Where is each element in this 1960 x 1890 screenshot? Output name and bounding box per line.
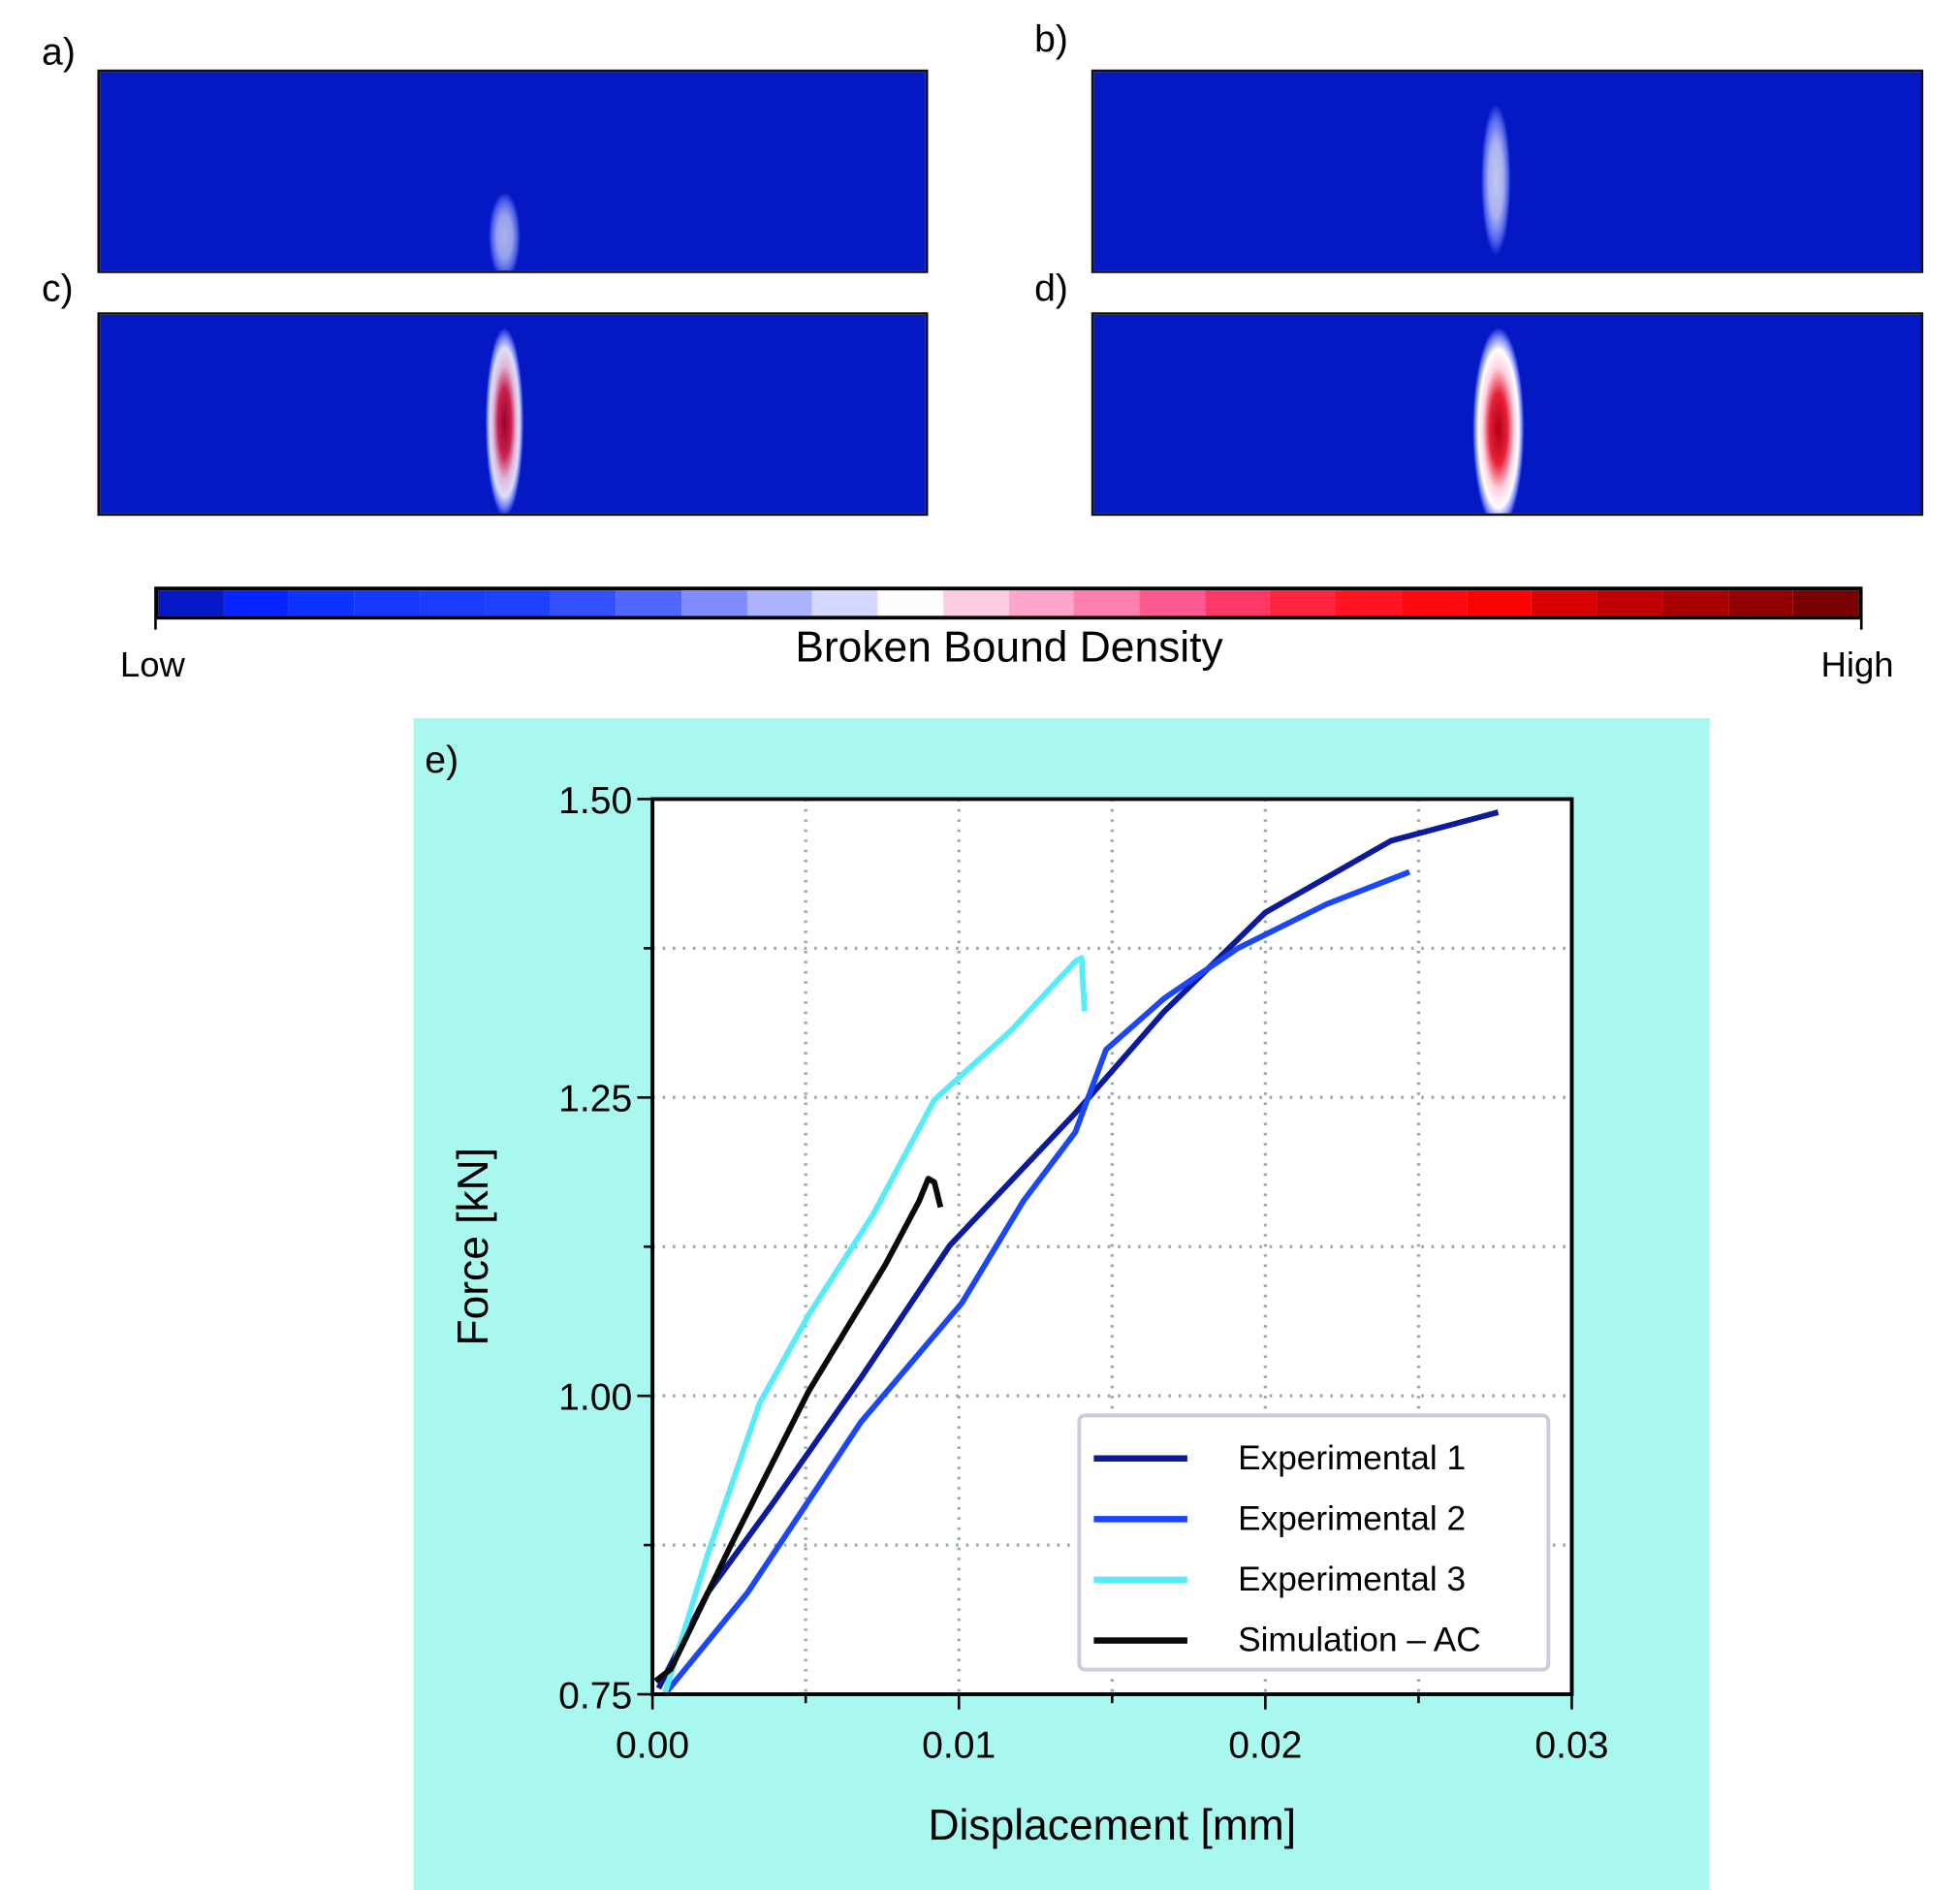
colorbar-swatch — [354, 590, 421, 616]
colorbar-low-label: Low — [119, 645, 185, 684]
x-tick-label: 0.02 — [1228, 1724, 1302, 1766]
y-tick-label: 1.50 — [558, 780, 632, 822]
x-tick-label: 0.01 — [922, 1724, 996, 1766]
panel-a-label: a) — [42, 31, 76, 74]
colorbar-swatch — [223, 590, 290, 616]
legend-item: Experimental 2 — [1081, 1488, 1546, 1549]
colorbar-swatch — [1204, 590, 1271, 616]
series-line-4 — [653, 1176, 944, 1684]
panel-d-label: d) — [1034, 268, 1068, 310]
legend-swatch — [1093, 1636, 1187, 1644]
legend-swatch — [1093, 1515, 1187, 1522]
axes-frame — [650, 797, 1574, 1696]
colorbar-title: Broken Bound Density — [795, 623, 1223, 672]
colorbar-swatch — [1008, 590, 1074, 616]
colorbar-swatch — [811, 590, 878, 616]
damage-blob — [489, 192, 521, 271]
panel-b-label: b) — [1034, 18, 1068, 61]
colorbar-swatch — [1139, 590, 1205, 616]
colorbar-swatch — [1335, 590, 1402, 616]
x-tick-label: 0.00 — [616, 1724, 689, 1766]
colorbar-swatch — [1596, 590, 1663, 616]
colorbar-swatch — [1466, 590, 1533, 616]
legend: Experimental 1 Experimental 2 Experimental… — [1077, 1413, 1551, 1672]
damage-blob — [485, 327, 524, 514]
x-axis-label: Displacement [mm] — [928, 1801, 1297, 1850]
colorbar-swatch — [1727, 590, 1794, 616]
heatmap-panel-d — [1091, 312, 1924, 517]
y-tick-label: 0.75 — [558, 1675, 632, 1717]
legend-item: Experimental 3 — [1081, 1549, 1546, 1610]
legend-label: Experimental 3 — [1238, 1559, 1467, 1598]
colorbar-swatch — [680, 590, 747, 616]
colorbar-swatch — [420, 590, 486, 616]
colorbar-swatch — [1401, 590, 1467, 616]
heatmap-panel-b — [1091, 69, 1924, 273]
legend-item: Simulation – AC — [1081, 1610, 1546, 1671]
heatmap-panel-a — [97, 69, 929, 273]
colorbar-swatch — [485, 590, 551, 616]
legend-item: Experimental 1 — [1081, 1428, 1546, 1489]
x-tick-label: 0.03 — [1534, 1724, 1608, 1766]
colorbar-swatch — [1793, 590, 1859, 616]
damage-blob — [1472, 327, 1525, 514]
series-line-2 — [662, 868, 1411, 1696]
y-axis-label: Force [kN] — [449, 1147, 498, 1346]
legend-label: Experimental 2 — [1238, 1498, 1467, 1537]
colorbar-swatch — [942, 590, 1009, 616]
legend-label: Experimental 1 — [1238, 1437, 1467, 1477]
colorbar-swatch — [1532, 590, 1597, 616]
colorbar-high-label: High — [1820, 645, 1894, 684]
heatmap-panel-c — [97, 312, 929, 517]
colorbar-swatch — [746, 590, 812, 616]
colorbar-swatch — [616, 590, 681, 616]
series-line-3 — [661, 955, 1088, 1695]
y-tick-label: 1.00 — [558, 1377, 632, 1419]
colorbar-swatch — [158, 590, 224, 616]
panel-e-label: e) — [425, 740, 459, 782]
colorbar-swatch — [877, 590, 943, 616]
legend-swatch — [1093, 1576, 1187, 1583]
panel-c-label: c) — [42, 268, 74, 310]
colorbar-tick-high — [1859, 617, 1863, 630]
colorbar-tick-low — [154, 617, 157, 630]
colorbar-swatch — [1662, 590, 1728, 616]
colorbar — [154, 586, 1863, 620]
colorbar-swatch — [1073, 590, 1140, 616]
colorbar-swatch — [550, 590, 616, 616]
y-tick-label: 1.25 — [558, 1079, 632, 1120]
colorbar-swatch — [1270, 590, 1336, 616]
legend-label: Simulation – AC — [1238, 1620, 1481, 1658]
legend-swatch — [1093, 1454, 1187, 1462]
series-line-1 — [655, 809, 1500, 1690]
colorbar-swatch — [289, 590, 355, 616]
damage-blob — [1480, 103, 1511, 256]
force-displacement-chart: 0.00 0.01 0.02 0.03 0.75 1.00 1.25 1.50 — [558, 780, 1608, 1766]
